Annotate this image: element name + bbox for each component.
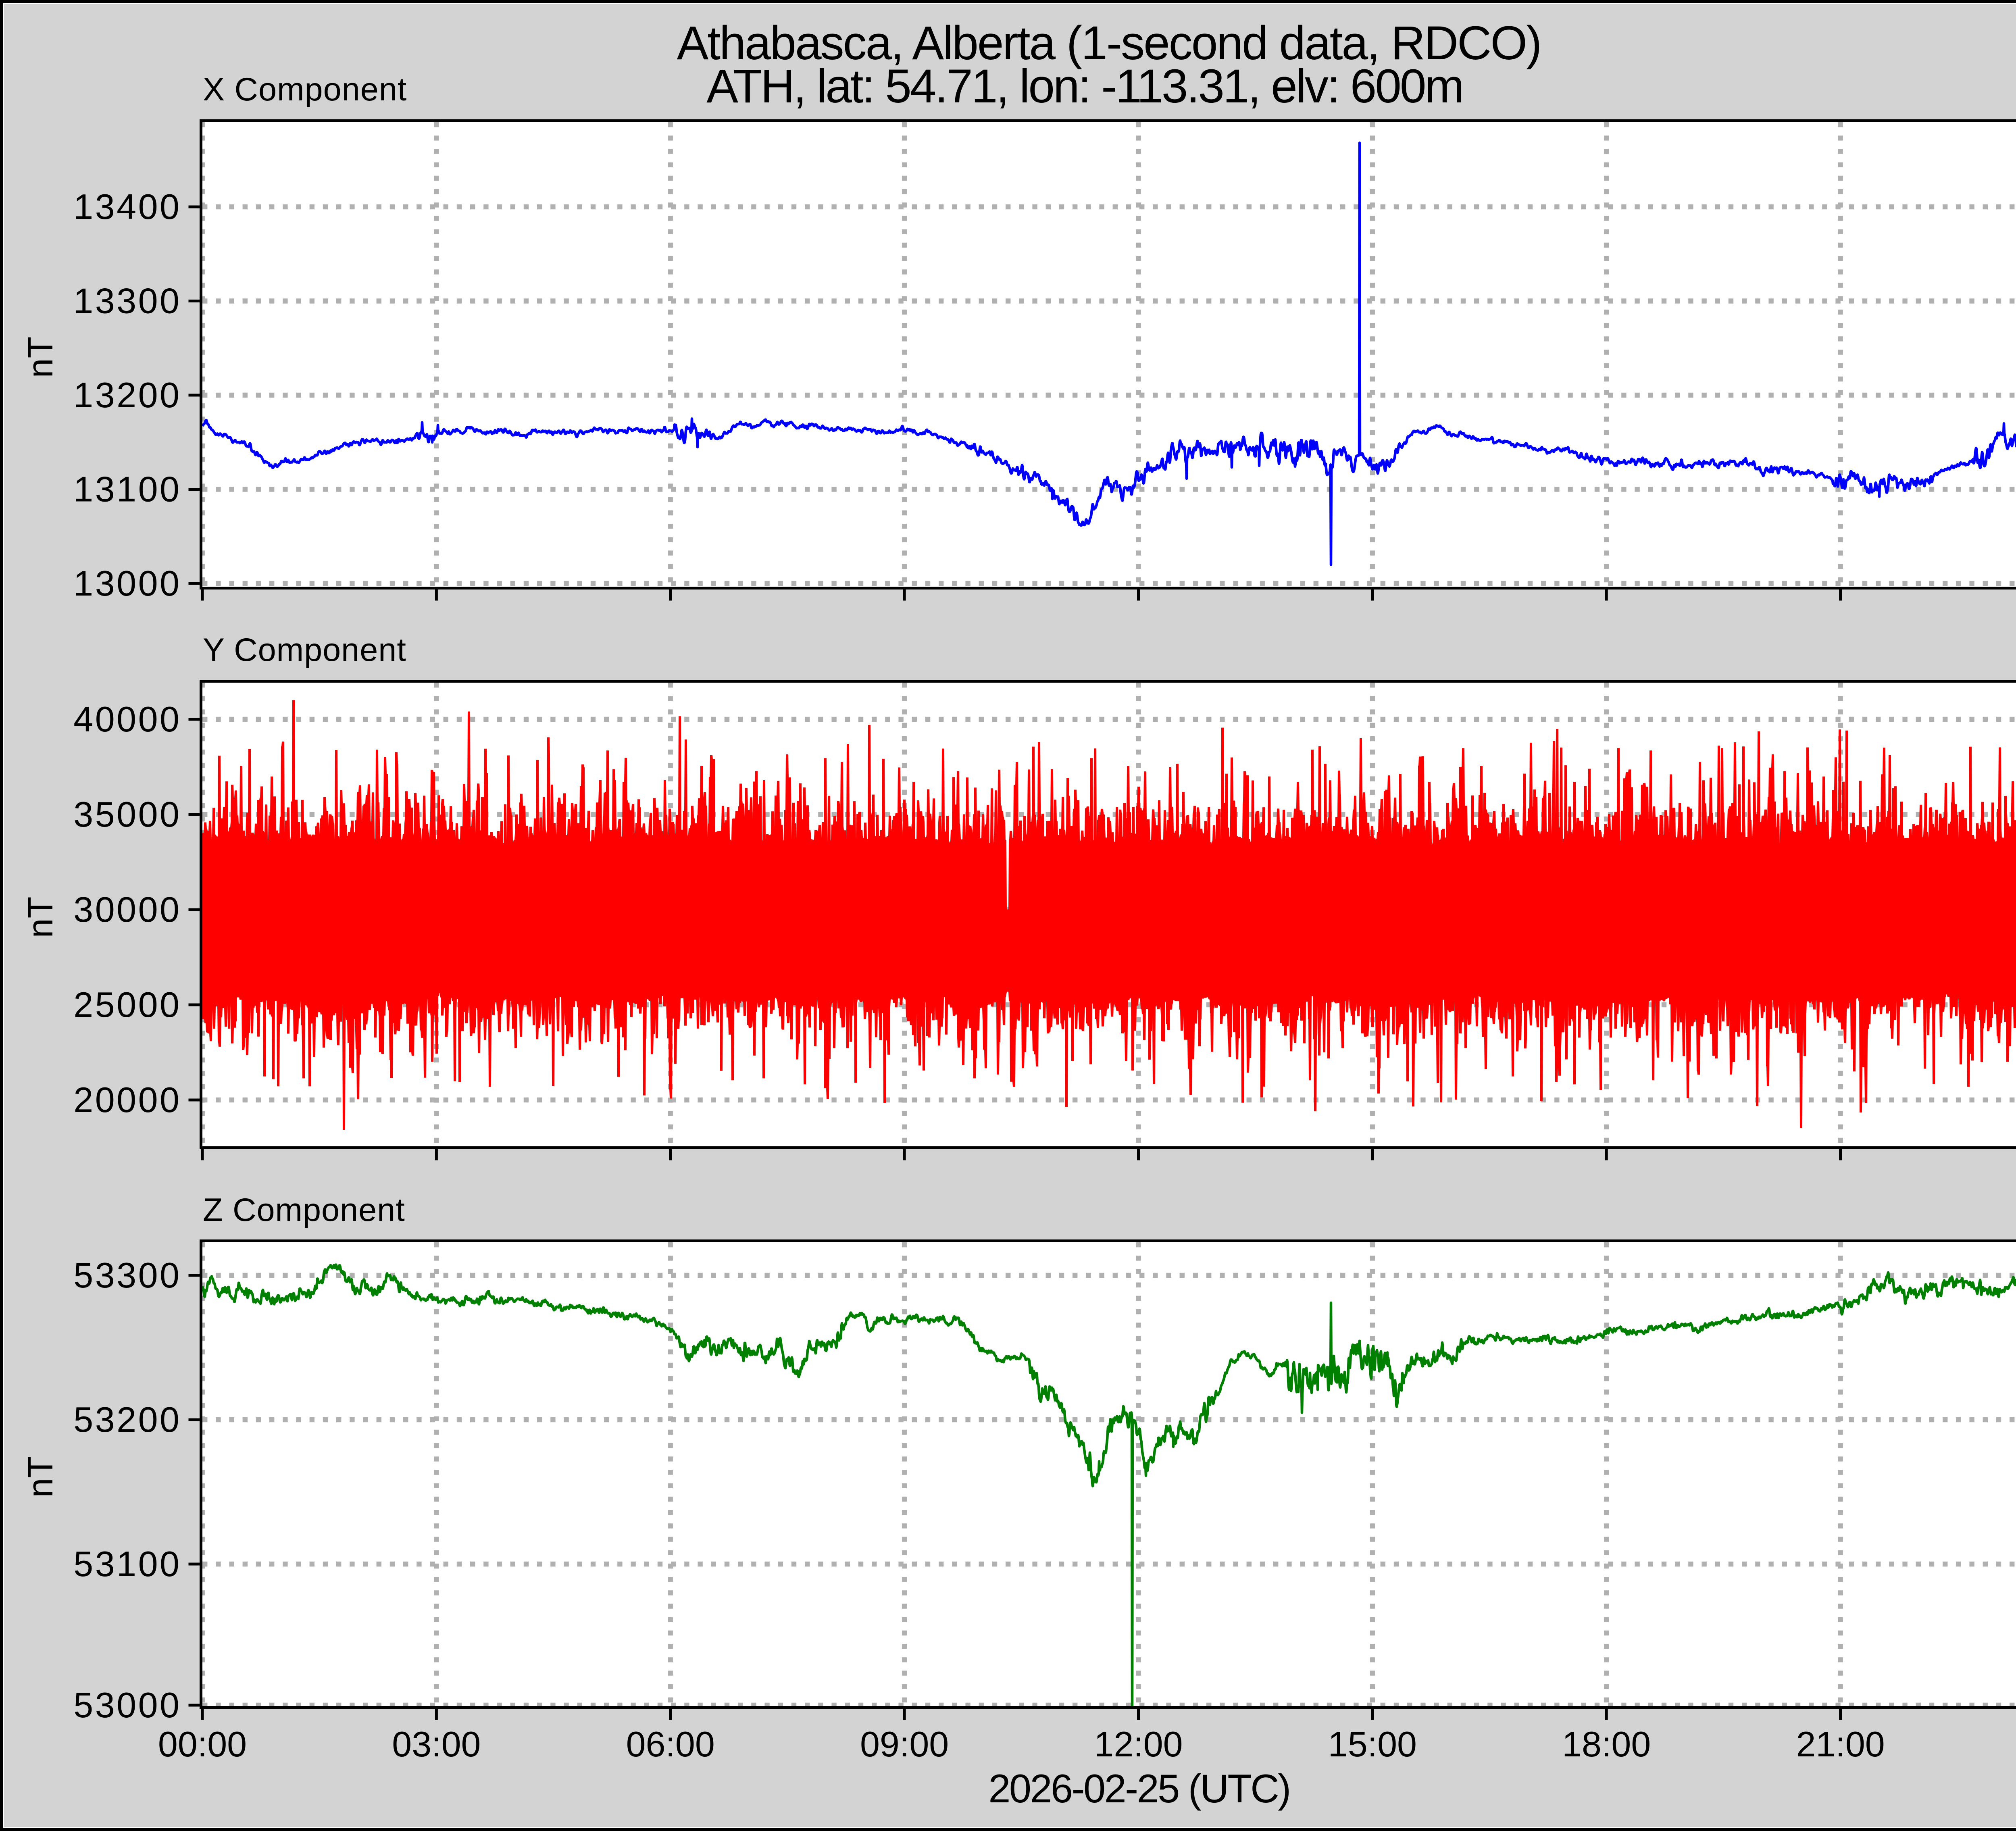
svg-text:12:00: 12:00 — [1094, 1724, 1183, 1764]
svg-text:nT: nT — [20, 337, 60, 378]
svg-text:13100: 13100 — [73, 469, 181, 509]
svg-text:nT: nT — [20, 897, 60, 938]
svg-text:30000: 30000 — [73, 889, 181, 929]
svg-text:06:00: 06:00 — [626, 1724, 715, 1764]
svg-text:ATH, lat: 54.71, lon: -113.31,: ATH, lat: 54.71, lon: -113.31, elv: 600m — [706, 60, 1463, 113]
svg-text:25000: 25000 — [73, 985, 181, 1025]
svg-text:00:00: 00:00 — [158, 1724, 247, 1764]
svg-text:53100: 53100 — [73, 1544, 181, 1584]
svg-text:Y Component: Y Component — [203, 632, 406, 668]
svg-text:53000: 53000 — [73, 1685, 181, 1725]
svg-text:2026-02-25 (UTC): 2026-02-25 (UTC) — [988, 1766, 1289, 1811]
svg-text:Z Component: Z Component — [203, 1192, 405, 1228]
svg-text:20000: 20000 — [73, 1080, 181, 1120]
svg-text:53300: 53300 — [73, 1255, 181, 1295]
svg-text:40000: 40000 — [73, 699, 181, 739]
svg-text:13300: 13300 — [73, 281, 181, 321]
svg-text:35000: 35000 — [73, 794, 181, 834]
svg-text:X Component: X Component — [203, 71, 407, 108]
svg-text:53200: 53200 — [73, 1400, 181, 1439]
svg-text:03:00: 03:00 — [392, 1724, 481, 1764]
svg-text:13000: 13000 — [73, 563, 181, 603]
svg-text:21:00: 21:00 — [1796, 1724, 1885, 1764]
svg-text:15:00: 15:00 — [1328, 1724, 1417, 1764]
svg-text:13200: 13200 — [73, 375, 181, 415]
svg-text:nT: nT — [20, 1456, 60, 1498]
svg-text:13400: 13400 — [73, 187, 181, 227]
svg-text:18:00: 18:00 — [1562, 1724, 1651, 1764]
svg-text:09:00: 09:00 — [860, 1724, 949, 1764]
